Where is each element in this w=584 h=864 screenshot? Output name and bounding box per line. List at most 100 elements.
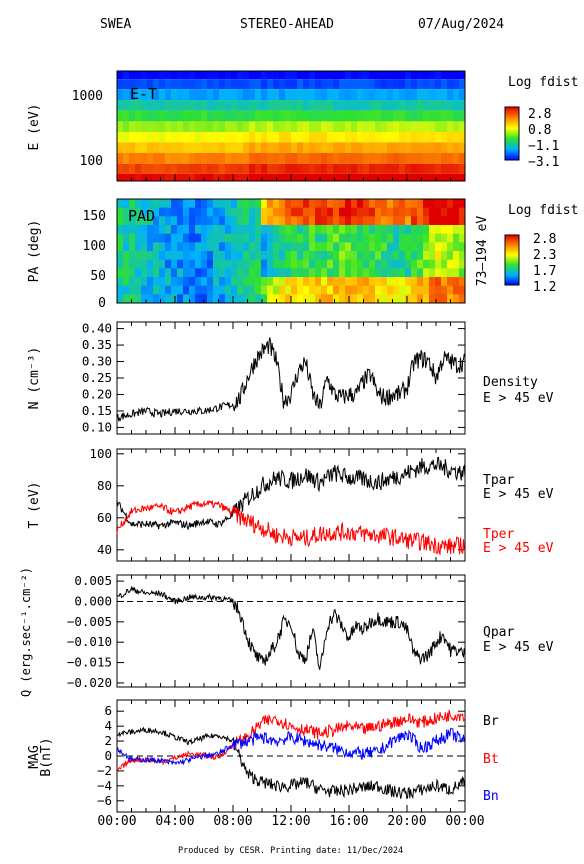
pad-cell — [159, 277, 166, 287]
pad-cell — [357, 207, 364, 217]
pad-cell — [207, 259, 214, 269]
et-cell — [267, 89, 274, 101]
et-cell — [165, 71, 172, 80]
et-cell — [357, 131, 364, 143]
pad-cell — [285, 207, 292, 217]
pad-cell — [459, 207, 466, 217]
pad-cell — [351, 285, 358, 295]
temperature-ytick-label: 100 — [89, 446, 112, 461]
et-cbar-tick-2: −1.1 — [528, 139, 559, 154]
et-cell — [327, 110, 334, 122]
pad-cell — [207, 277, 214, 287]
et-cell — [459, 71, 466, 80]
et-cell — [309, 163, 316, 174]
pad-ytick-100: 100 — [83, 239, 106, 254]
et-cell — [309, 121, 316, 132]
pad-cell — [279, 285, 286, 295]
pad-cell — [225, 259, 232, 269]
et-cell — [453, 121, 460, 132]
et-cell — [267, 173, 274, 181]
pad-cell — [123, 259, 130, 269]
et-cell — [261, 89, 268, 101]
et-cell — [345, 131, 352, 143]
pad-cell — [237, 207, 244, 217]
et-cell — [129, 152, 136, 164]
pad-cell — [123, 207, 130, 217]
pad-cell — [273, 268, 280, 278]
qpar-series-label: Qpar — [483, 625, 514, 640]
et-cell — [231, 71, 238, 80]
et-cell — [399, 89, 406, 101]
pad-cell — [381, 233, 388, 243]
et-cell — [123, 71, 130, 80]
density-ytick-label: 0.40 — [82, 321, 112, 336]
pad-cell — [411, 216, 418, 226]
pad-cell — [279, 294, 286, 304]
et-cell — [351, 121, 358, 132]
pad-cell — [399, 207, 406, 217]
pad-cell — [243, 242, 250, 252]
pad-cell — [225, 225, 232, 235]
pad-cell — [231, 216, 238, 226]
et-cell — [153, 142, 160, 153]
pad-cell — [237, 199, 244, 209]
pad-cell — [237, 268, 244, 278]
et-cell — [447, 163, 454, 174]
et-cell — [447, 152, 454, 164]
et-cell — [261, 152, 268, 164]
pad-cell — [291, 277, 298, 287]
pad-cell — [405, 207, 412, 217]
et-cell — [393, 131, 400, 143]
pad-cell — [417, 268, 424, 278]
pad-cell — [117, 294, 124, 304]
pad-cell — [201, 285, 208, 295]
et-cell — [321, 71, 328, 80]
pad-cell — [441, 268, 448, 278]
density-ytick-label: 0.25 — [82, 370, 112, 385]
et-cell — [207, 173, 214, 181]
et-cbar-tick-0: 2.8 — [528, 107, 551, 122]
pad-spectrogram-panel: PAD 150 100 50 0 PA (deg) 73–194 eV Log … — [27, 198, 578, 311]
density-sublabel: E > 45 eV — [483, 391, 554, 406]
pad-cell — [177, 225, 184, 235]
pad-cell — [135, 285, 142, 295]
pad-cell — [123, 277, 130, 287]
pad-cell — [189, 277, 196, 287]
et-cell — [231, 163, 238, 174]
pad-cell — [213, 294, 220, 304]
et-cell — [345, 163, 352, 174]
pad-cell — [201, 259, 208, 269]
pad-cell — [123, 268, 130, 278]
pad-cell — [411, 277, 418, 287]
et-cell — [327, 152, 334, 164]
et-cell — [285, 131, 292, 143]
pad-cell — [177, 207, 184, 217]
pad-cell — [309, 242, 316, 252]
pad-cell — [249, 251, 256, 261]
pad-cell — [309, 251, 316, 261]
et-cell — [423, 152, 430, 164]
pad-cell — [195, 285, 202, 295]
et-cell — [123, 121, 130, 132]
pad-cell — [387, 285, 394, 295]
pad-cell — [213, 251, 220, 261]
et-cell — [285, 121, 292, 132]
et-cell — [159, 163, 166, 174]
et-cell — [351, 71, 358, 80]
pad-cell — [381, 268, 388, 278]
et-cell — [453, 142, 460, 153]
pad-cell — [207, 199, 214, 209]
et-cell — [441, 79, 448, 90]
pad-cell — [141, 294, 148, 304]
pad-cell — [423, 277, 430, 287]
pad-cell — [219, 233, 226, 243]
et-cell — [429, 173, 436, 181]
pad-cell — [447, 277, 454, 287]
pad-cell — [201, 277, 208, 287]
pad-cell — [399, 285, 406, 295]
et-cell — [129, 100, 136, 111]
pad-cell — [423, 233, 430, 243]
et-cell — [231, 131, 238, 143]
pad-cell — [405, 251, 412, 261]
pad-cell — [165, 259, 172, 269]
